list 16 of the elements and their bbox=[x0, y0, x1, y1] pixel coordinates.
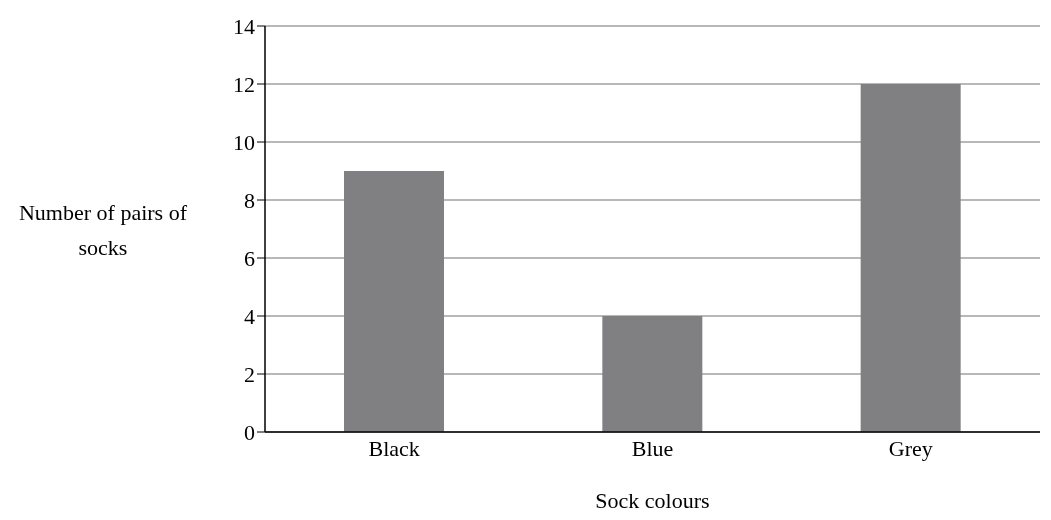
x-tick-label: Black bbox=[368, 435, 420, 461]
y-tick-label: 4 bbox=[244, 303, 255, 329]
bar bbox=[602, 316, 703, 432]
y-tick-label: 8 bbox=[244, 187, 255, 213]
y-tick-label: 12 bbox=[233, 71, 255, 97]
x-axis-title: Sock colours bbox=[595, 488, 710, 513]
y-tick-label: 2 bbox=[244, 361, 255, 387]
bar bbox=[860, 84, 961, 432]
y-tick-label: 0 bbox=[244, 419, 255, 445]
y-axis-title: Number of pairs of socks bbox=[18, 199, 188, 262]
y-tick-label: 10 bbox=[233, 129, 255, 155]
x-tick-label: Blue bbox=[631, 435, 674, 461]
bar bbox=[344, 171, 444, 432]
y-tick-label: 6 bbox=[244, 245, 255, 271]
x-tick-label: Grey bbox=[888, 435, 933, 461]
y-tick-label: 14 bbox=[233, 13, 255, 39]
